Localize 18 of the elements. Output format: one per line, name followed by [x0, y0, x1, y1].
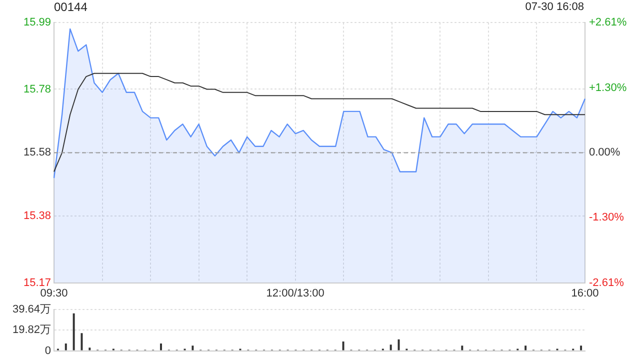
y-tick-label: 39.64万: [12, 304, 51, 316]
text: 07-30 16:08: [525, 1, 584, 13]
y-tick-label: 0: [44, 344, 51, 357]
x-tick-label: 09:30: [40, 287, 68, 300]
chart-title: 00144: [54, 0, 88, 14]
x-tick-label: 16:00: [571, 287, 599, 300]
y-tick-label: 15.78: [23, 83, 51, 96]
y-tick-label: 15.58: [23, 146, 51, 159]
y2-tick-label: +2.61%: [589, 16, 627, 29]
y2-tick-label: -2.61%: [589, 276, 624, 289]
y-tick-label: 15.38: [23, 210, 51, 222]
x-tick-label: 12:00/13:00: [266, 287, 324, 300]
y2-tick-label: -1.30%: [589, 212, 624, 224]
y2-tick-label: 0.00%: [589, 146, 620, 159]
y-tick-label: 15.17: [23, 276, 51, 289]
y2-tick-label: +1.30%: [589, 82, 627, 94]
y-tick-label: 15.99: [23, 16, 51, 29]
y-tick-label: 19.82万: [12, 324, 51, 336]
